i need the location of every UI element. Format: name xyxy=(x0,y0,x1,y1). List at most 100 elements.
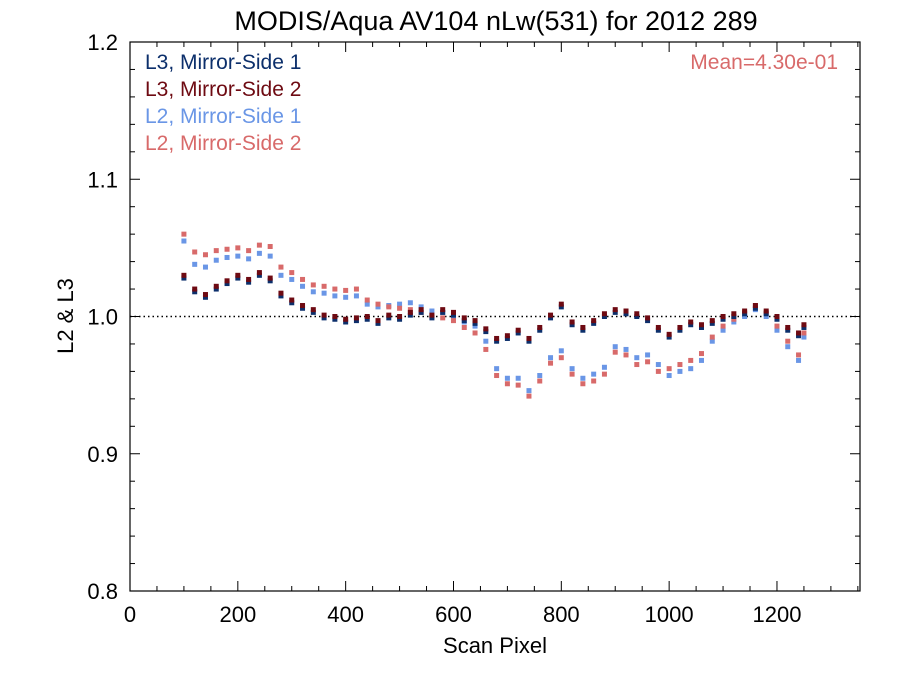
data-point xyxy=(688,366,694,372)
data-point xyxy=(289,270,295,276)
data-point xyxy=(397,314,403,319)
y-tick-label: 0.9 xyxy=(87,442,118,467)
data-point xyxy=(224,278,230,284)
data-point xyxy=(623,346,629,352)
data-point xyxy=(655,368,661,374)
data-point xyxy=(235,272,241,278)
data-point xyxy=(483,326,489,332)
data-point xyxy=(192,289,198,295)
data-point xyxy=(364,297,370,303)
data-point xyxy=(202,252,208,258)
data-point xyxy=(256,270,262,276)
data-point xyxy=(731,311,737,317)
data-point xyxy=(494,373,500,379)
data-point xyxy=(278,290,284,296)
data-point xyxy=(181,231,187,237)
data-point xyxy=(645,352,651,358)
x-tick-label: 400 xyxy=(327,602,364,627)
data-point xyxy=(235,275,241,281)
data-point xyxy=(375,304,381,310)
legend: L3, Mirror-Side 1 L3, Mirror-Side 2 L2, … xyxy=(145,51,301,155)
data-point xyxy=(569,319,575,325)
data-point xyxy=(418,309,424,315)
y-tick-label: 1.2 xyxy=(87,30,118,55)
data-point xyxy=(246,279,252,285)
data-point xyxy=(537,378,543,384)
x-tick-label: 600 xyxy=(435,602,472,627)
data-point xyxy=(407,300,413,306)
data-point xyxy=(580,381,586,387)
data-point xyxy=(353,293,359,299)
data-point xyxy=(580,375,586,381)
data-point xyxy=(343,319,349,325)
data-point xyxy=(720,314,726,319)
data-point xyxy=(591,371,597,377)
data-point xyxy=(801,324,807,330)
data-point xyxy=(709,334,715,340)
data-point xyxy=(397,301,403,307)
data-point xyxy=(698,322,704,328)
data-point xyxy=(332,314,338,319)
data-point xyxy=(763,314,769,319)
data-point xyxy=(515,375,521,381)
data-point xyxy=(591,318,597,324)
data-point xyxy=(278,272,284,278)
data-point xyxy=(289,276,295,282)
data-point xyxy=(483,346,489,352)
data-point xyxy=(537,373,543,379)
data-point xyxy=(321,290,327,296)
data-point xyxy=(235,245,241,251)
data-point xyxy=(472,323,478,329)
data-point xyxy=(494,335,500,341)
scatter-points xyxy=(181,231,807,399)
data-point xyxy=(300,305,306,311)
data-point xyxy=(612,309,618,315)
data-point xyxy=(742,311,748,317)
data-point xyxy=(537,324,543,330)
data-point xyxy=(526,393,532,399)
data-point xyxy=(397,316,403,322)
data-point xyxy=(526,335,532,341)
data-point xyxy=(213,283,219,289)
data-point xyxy=(763,311,769,317)
data-point xyxy=(397,305,403,311)
data-point xyxy=(504,333,510,339)
data-point xyxy=(720,327,726,333)
data-point xyxy=(666,334,672,340)
x-tick-label: 800 xyxy=(543,602,580,627)
data-point xyxy=(450,309,456,315)
data-point xyxy=(731,314,737,319)
data-point xyxy=(623,308,629,314)
data-point xyxy=(504,375,510,381)
data-point xyxy=(418,304,424,310)
data-point xyxy=(353,318,359,324)
data-point xyxy=(353,315,359,321)
data-point xyxy=(558,355,564,361)
data-point xyxy=(526,388,532,394)
data-point xyxy=(634,311,640,317)
data-point xyxy=(548,312,554,318)
data-point xyxy=(300,303,306,309)
data-point xyxy=(698,357,704,363)
x-tick-label: 0 xyxy=(124,602,136,627)
series-0-points xyxy=(181,272,807,344)
data-point xyxy=(785,324,791,330)
data-point xyxy=(677,324,683,330)
data-point xyxy=(407,307,413,313)
data-point xyxy=(774,314,780,319)
data-point xyxy=(612,349,618,355)
data-point xyxy=(698,351,704,357)
data-point xyxy=(364,316,370,322)
data-point xyxy=(634,314,640,319)
data-point xyxy=(429,312,435,318)
data-point xyxy=(440,309,446,315)
data-point xyxy=(666,331,672,337)
data-point xyxy=(246,276,252,282)
data-point xyxy=(688,357,694,363)
data-point xyxy=(515,330,521,336)
data-point xyxy=(796,352,802,358)
data-point xyxy=(591,378,597,384)
data-point xyxy=(601,364,607,370)
data-point xyxy=(461,315,467,321)
data-point xyxy=(634,355,640,361)
